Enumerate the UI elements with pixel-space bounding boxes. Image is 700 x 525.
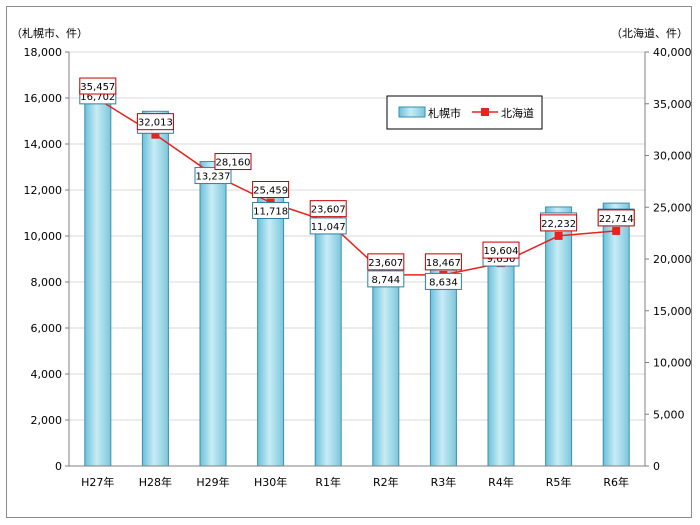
left-axis-unit-label: （札幌市、件） — [11, 26, 88, 40]
x-tick-label: H28年 — [139, 475, 172, 489]
hokkaido-data-label: 19,604 — [484, 246, 519, 257]
sapporo-label-box — [309, 217, 347, 235]
legend-bar-swatch — [398, 106, 426, 118]
bar — [199, 161, 227, 467]
hokkaido-label-box — [367, 253, 405, 271]
hokkaido-label-box — [214, 153, 252, 171]
right-tick-label: 40,000 — [653, 46, 692, 59]
hokkaido-data-label: 18,467 — [426, 258, 461, 269]
sapporo-label-box — [194, 167, 232, 185]
hokkaido-label-box — [136, 113, 174, 131]
hokkaido-label-box — [597, 209, 635, 227]
hokkaido-data-label: 22,714 — [599, 214, 634, 225]
bar — [141, 110, 169, 467]
legend: 札幌市 北海道 — [386, 95, 543, 130]
x-tick-label: R6年 — [603, 475, 629, 489]
sapporo-data-label: 11,718 — [253, 206, 288, 217]
combo-chart: 0 2,000 4,000 6,000 8,000 10,000 12,000 14,000 1… — [11, 26, 692, 489]
axes: 0 2,000 4,000 6,000 8,000 10,000 12,000 14,000 1… — [24, 46, 692, 489]
x-tick-label: R1年 — [315, 475, 341, 489]
right-tick-label: 0 — [653, 460, 660, 473]
hokkaido-label-box — [252, 180, 290, 198]
hokkaido-data-label: 23,607 — [368, 258, 403, 269]
x-tick-label: R2年 — [373, 475, 399, 489]
hokkaido-label-box — [482, 241, 520, 259]
bar — [372, 264, 400, 467]
hokkaido-label-box — [309, 200, 347, 218]
right-tick-label: 35,000 — [653, 98, 692, 111]
left-tick-label: 12,000 — [24, 184, 63, 197]
bar — [545, 206, 573, 467]
hokkaido-line — [97, 98, 617, 276]
sapporo-data-label: 13,237 — [196, 172, 231, 183]
bar — [84, 81, 112, 467]
sapporo-data-label: 16,702 — [80, 92, 115, 103]
hokkaido-point — [612, 226, 621, 235]
hokkaido-label-box — [424, 253, 462, 271]
hokkaido-label-box — [79, 77, 117, 95]
bar — [314, 211, 342, 467]
left-tick-label: 0 — [55, 460, 62, 473]
sapporo-data-label: 9,650 — [487, 254, 516, 265]
hokkaido-label-box — [540, 214, 578, 232]
bar — [429, 266, 457, 467]
sapporo-data-label: 8,634 — [429, 277, 458, 288]
x-tick-label: R3年 — [431, 475, 457, 489]
left-tick-label: 6,000 — [31, 322, 63, 335]
sapporo-label-box — [424, 272, 462, 290]
hokkaido-data-label: 32,013 — [138, 118, 173, 129]
bar — [602, 202, 630, 467]
left-tick-label: 16,000 — [24, 92, 63, 105]
right-tick-label: 30,000 — [653, 150, 692, 163]
left-tick-label: 2,000 — [31, 414, 63, 427]
legend-line-marker — [481, 108, 489, 116]
right-tick-label: 20,000 — [653, 253, 692, 266]
x-tick-label: H29年 — [196, 475, 229, 489]
right-tick-label: 5,000 — [653, 408, 685, 421]
legend-label-hokkaido: 北海道 — [501, 106, 534, 120]
chart-frame: 0 2,000 4,000 6,000 8,000 10,000 12,000 14,000 1… — [6, 6, 692, 518]
hokkaido-data-label: 22,232 — [541, 219, 576, 230]
bar — [257, 195, 285, 467]
sapporo-label-box — [367, 270, 405, 288]
left-tick-label: 14,000 — [24, 138, 63, 151]
sapporo-data-label: 11,047 — [311, 222, 346, 233]
right-axis-unit-label: （北海道、件） — [611, 26, 688, 40]
left-tick-label: 10,000 — [24, 230, 63, 243]
right-tick-label: 15,000 — [653, 305, 692, 318]
x-tick-label: H27年 — [81, 475, 114, 489]
data-labels: 16,70215,42213,23711,71811,0478,7448,634… — [79, 77, 635, 290]
legend-label-sapporo: 札幌市 — [428, 106, 461, 120]
bar-series-sapporo — [84, 81, 630, 467]
left-tick-label: 8,000 — [31, 276, 63, 289]
hokkaido-point — [151, 130, 160, 139]
left-tick-label: 4,000 — [31, 368, 63, 381]
hokkaido-data-label: 28,160 — [216, 158, 251, 169]
sapporo-data-label: 8,744 — [371, 275, 400, 286]
hokkaido-point — [554, 231, 563, 240]
right-tick-label: 10,000 — [653, 357, 692, 370]
hokkaido-data-label: 23,607 — [311, 205, 346, 216]
hokkaido-data-label: 25,459 — [253, 185, 288, 196]
sapporo-label-box — [252, 201, 290, 219]
hokkaido-data-label: 35,457 — [80, 82, 115, 93]
x-tick-label: R4年 — [488, 475, 514, 489]
bar — [487, 243, 515, 467]
x-tick-label: H30年 — [254, 475, 287, 489]
left-tick-label: 18,000 — [24, 46, 63, 59]
x-tick-label: R5年 — [546, 475, 572, 489]
right-tick-label: 25,000 — [653, 201, 692, 214]
